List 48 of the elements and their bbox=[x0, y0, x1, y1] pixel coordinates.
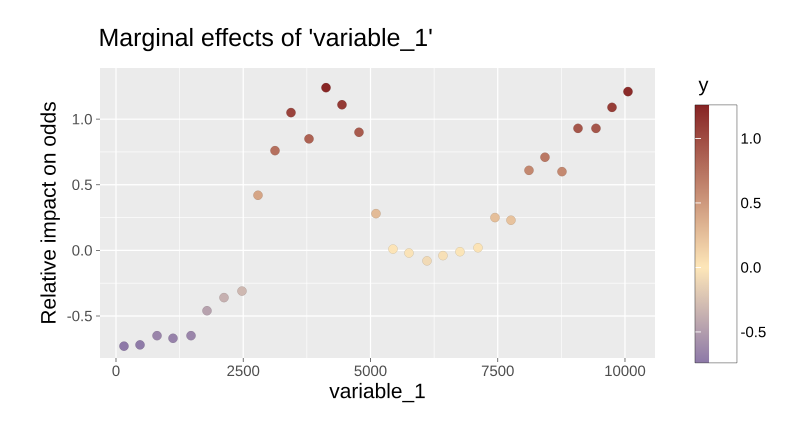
y-axis-title: Relative impact on odds bbox=[40, 102, 60, 323]
point bbox=[607, 102, 617, 112]
color-bar-label: 0.0 bbox=[741, 262, 761, 273]
point bbox=[591, 124, 601, 134]
point bbox=[135, 340, 145, 350]
point bbox=[524, 166, 534, 176]
point bbox=[219, 292, 229, 302]
x-axis-title: variable_1 bbox=[329, 382, 425, 402]
point bbox=[455, 246, 465, 256]
point bbox=[388, 244, 398, 254]
point bbox=[438, 250, 448, 260]
point bbox=[286, 108, 296, 118]
x-tick-label: 5000 bbox=[354, 366, 387, 376]
point bbox=[473, 243, 483, 252]
point bbox=[371, 208, 381, 218]
point bbox=[270, 146, 280, 156]
point bbox=[152, 330, 162, 340]
point bbox=[422, 256, 432, 266]
point bbox=[168, 334, 178, 343]
color-bar-title: y bbox=[698, 80, 708, 96]
point bbox=[119, 341, 129, 351]
y-tick-label: 0.5 bbox=[72, 179, 92, 190]
point bbox=[573, 124, 583, 134]
color-bar-label: -0.5 bbox=[741, 326, 766, 338]
point bbox=[253, 190, 263, 200]
y-tick-label: 0.0 bbox=[72, 245, 92, 256]
y-tick-label: 1.0 bbox=[72, 114, 92, 124]
point bbox=[623, 86, 633, 96]
point bbox=[337, 100, 347, 110]
point bbox=[186, 330, 196, 340]
chart-title: Marginal effects of 'variable_1' bbox=[100, 28, 432, 52]
point bbox=[506, 216, 516, 225]
point bbox=[490, 212, 500, 222]
color-bar-label: 1.0 bbox=[742, 133, 761, 144]
y-tick-label: -0.5 bbox=[67, 310, 92, 322]
point bbox=[557, 166, 567, 176]
x-tick-label: 0 bbox=[112, 366, 120, 376]
point bbox=[304, 134, 314, 144]
point bbox=[321, 82, 331, 92]
x-tick-label: 7500 bbox=[482, 366, 514, 376]
point bbox=[237, 286, 247, 296]
x-tick-label: 10000 bbox=[605, 366, 646, 376]
point bbox=[202, 306, 212, 316]
color-bar-label: 0.5 bbox=[741, 198, 761, 208]
point bbox=[354, 128, 364, 137]
point bbox=[404, 248, 414, 258]
x-tick-label: 2500 bbox=[227, 366, 260, 376]
point bbox=[540, 152, 550, 162]
